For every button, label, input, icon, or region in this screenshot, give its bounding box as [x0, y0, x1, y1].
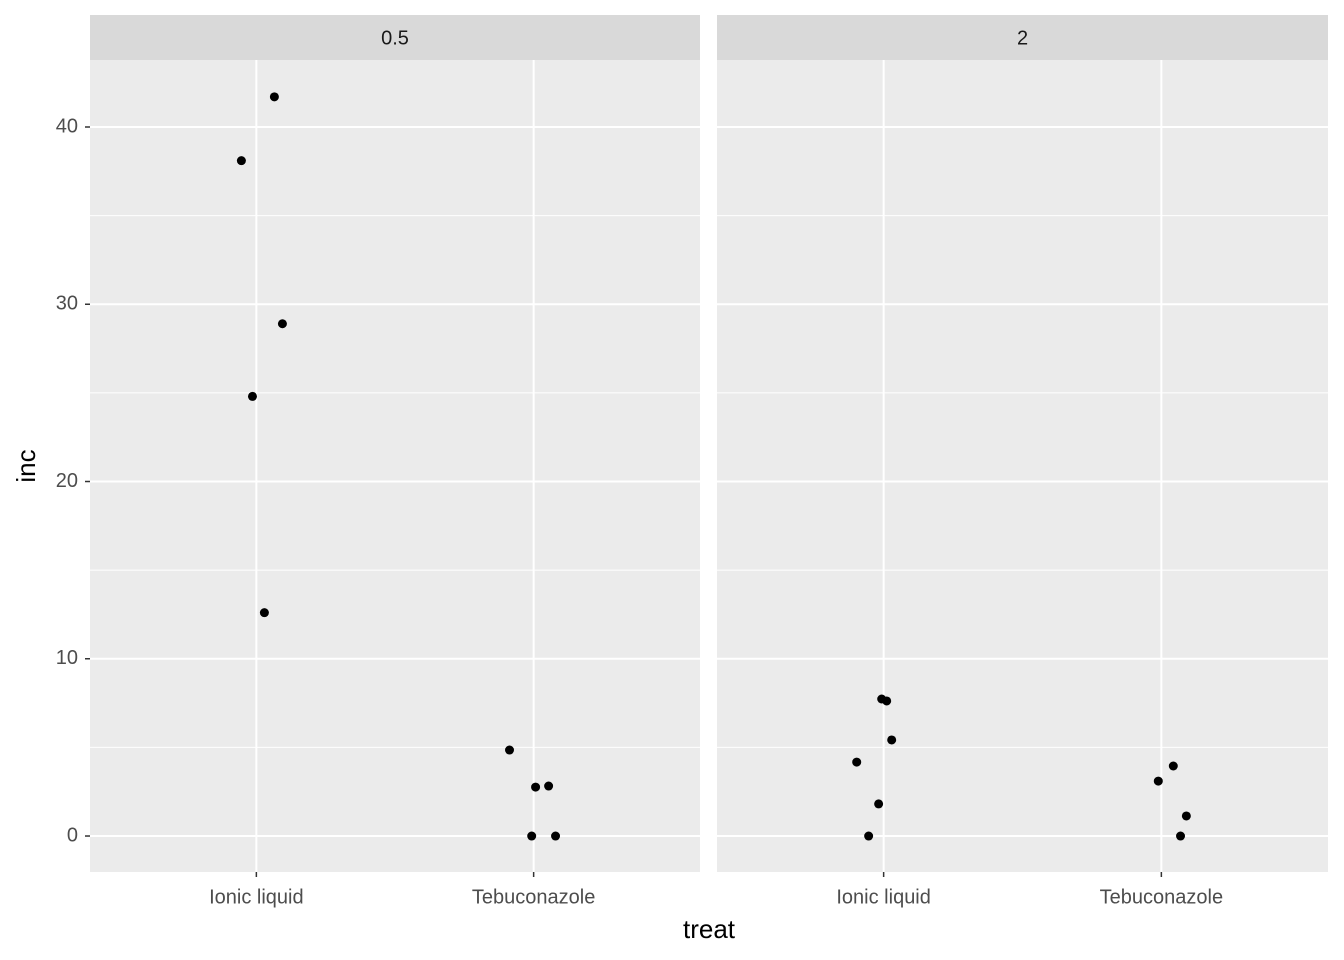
point [1176, 831, 1186, 841]
x-tick-label: Ionic liquid [836, 886, 931, 908]
x-axis-label: treat [683, 914, 736, 944]
point [551, 831, 561, 841]
strip [717, 15, 1328, 60]
y-tick-label: 10 [56, 647, 78, 669]
strip [90, 15, 700, 60]
point [277, 319, 287, 329]
point [531, 782, 541, 792]
point [236, 156, 246, 166]
point [852, 757, 862, 767]
point [544, 781, 554, 791]
strip-label: 0.5 [381, 27, 409, 49]
panel [90, 60, 700, 872]
point [864, 831, 874, 841]
x-tick-label: Tebuconazole [472, 886, 595, 908]
point [1181, 811, 1191, 821]
y-tick-label: 40 [56, 115, 78, 137]
point [259, 608, 269, 618]
x-tick-label: Tebuconazole [1100, 886, 1223, 908]
y-tick-label: 20 [56, 470, 78, 492]
point [882, 696, 892, 706]
panel [717, 60, 1328, 872]
y-axis-label: inc [11, 449, 41, 482]
point [269, 92, 279, 102]
point [505, 745, 515, 755]
point [887, 735, 897, 745]
point [247, 391, 257, 401]
point [527, 831, 537, 841]
x-tick-label: Ionic liquid [209, 886, 304, 908]
y-tick-label: 30 [56, 293, 78, 315]
point [874, 799, 884, 809]
point [1168, 761, 1178, 771]
y-tick-label: 0 [67, 824, 78, 846]
point [1153, 776, 1163, 786]
strip-label: 2 [1017, 27, 1028, 49]
